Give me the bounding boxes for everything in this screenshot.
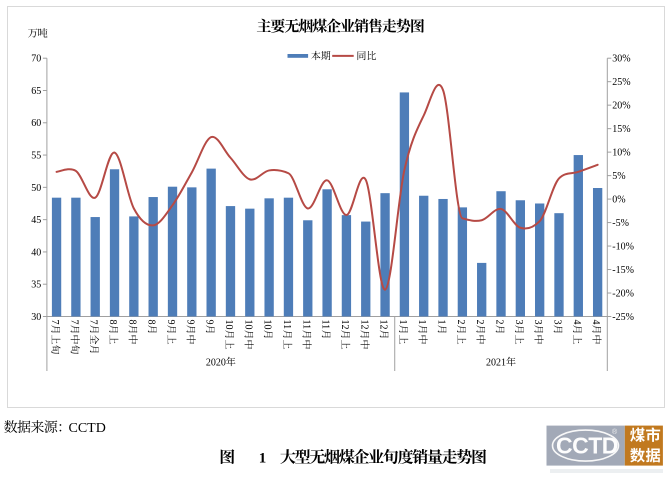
svg-text:30: 30 [31, 312, 41, 323]
svg-text:-5%: -5% [612, 218, 629, 229]
svg-text:8: 8 [126, 320, 137, 325]
svg-text:25%: 25% [612, 77, 630, 88]
svg-text:-10%: -10% [612, 241, 634, 252]
svg-text:12: 12 [378, 320, 389, 330]
svg-text:4: 4 [590, 320, 601, 325]
svg-text:2: 2 [494, 320, 505, 325]
svg-text:9: 9 [165, 320, 176, 325]
svg-text:3: 3 [513, 320, 524, 325]
svg-text:2: 2 [455, 320, 466, 325]
svg-text:10: 10 [262, 320, 273, 330]
svg-text:70: 70 [31, 54, 41, 65]
svg-text:2: 2 [474, 320, 485, 325]
svg-text:-20%: -20% [612, 288, 634, 299]
svg-text:10%: 10% [612, 148, 630, 159]
svg-text:11: 11 [320, 320, 331, 330]
svg-text:7: 7 [68, 320, 79, 325]
svg-text:0%: 0% [612, 194, 625, 205]
svg-text:15%: 15% [612, 124, 630, 135]
svg-text:4: 4 [571, 320, 582, 325]
svg-text:1: 1 [397, 320, 408, 325]
svg-text:®: ® [612, 428, 618, 436]
svg-text:20%: 20% [612, 101, 630, 112]
svg-text:65: 65 [31, 86, 41, 97]
svg-text:8: 8 [146, 320, 157, 325]
svg-text:11: 11 [281, 320, 292, 330]
svg-text:40: 40 [31, 247, 41, 258]
svg-text:2020: 2020 [206, 357, 226, 368]
svg-text:9: 9 [184, 320, 195, 325]
svg-text:10: 10 [242, 320, 253, 330]
svg-text:CCTD: CCTD [556, 433, 618, 459]
svg-text:9: 9 [204, 320, 215, 325]
svg-text:12: 12 [339, 320, 350, 330]
svg-text:10: 10 [223, 320, 234, 330]
svg-text:1: 1 [436, 320, 447, 325]
svg-text:7: 7 [88, 320, 99, 325]
svg-text:1: 1 [416, 320, 427, 325]
svg-text:8: 8 [107, 320, 118, 325]
svg-text:30%: 30% [612, 54, 630, 65]
svg-text:-15%: -15% [612, 265, 634, 276]
svg-text:3: 3 [532, 320, 543, 325]
svg-text:60: 60 [31, 118, 41, 129]
svg-text:7: 7 [49, 320, 60, 325]
svg-text:45: 45 [31, 215, 41, 226]
svg-text:11: 11 [300, 320, 311, 330]
svg-text:2021: 2021 [486, 357, 506, 368]
svg-text:-25%: -25% [612, 312, 634, 323]
svg-text:3: 3 [551, 320, 562, 325]
svg-text:35: 35 [31, 280, 41, 291]
svg-text:55: 55 [31, 150, 41, 161]
svg-text:5%: 5% [612, 171, 625, 182]
svg-text:CCTD: CCTD [69, 421, 106, 436]
svg-text:1: 1 [259, 451, 267, 467]
svg-text:50: 50 [31, 183, 41, 194]
svg-text:12: 12 [358, 320, 369, 330]
